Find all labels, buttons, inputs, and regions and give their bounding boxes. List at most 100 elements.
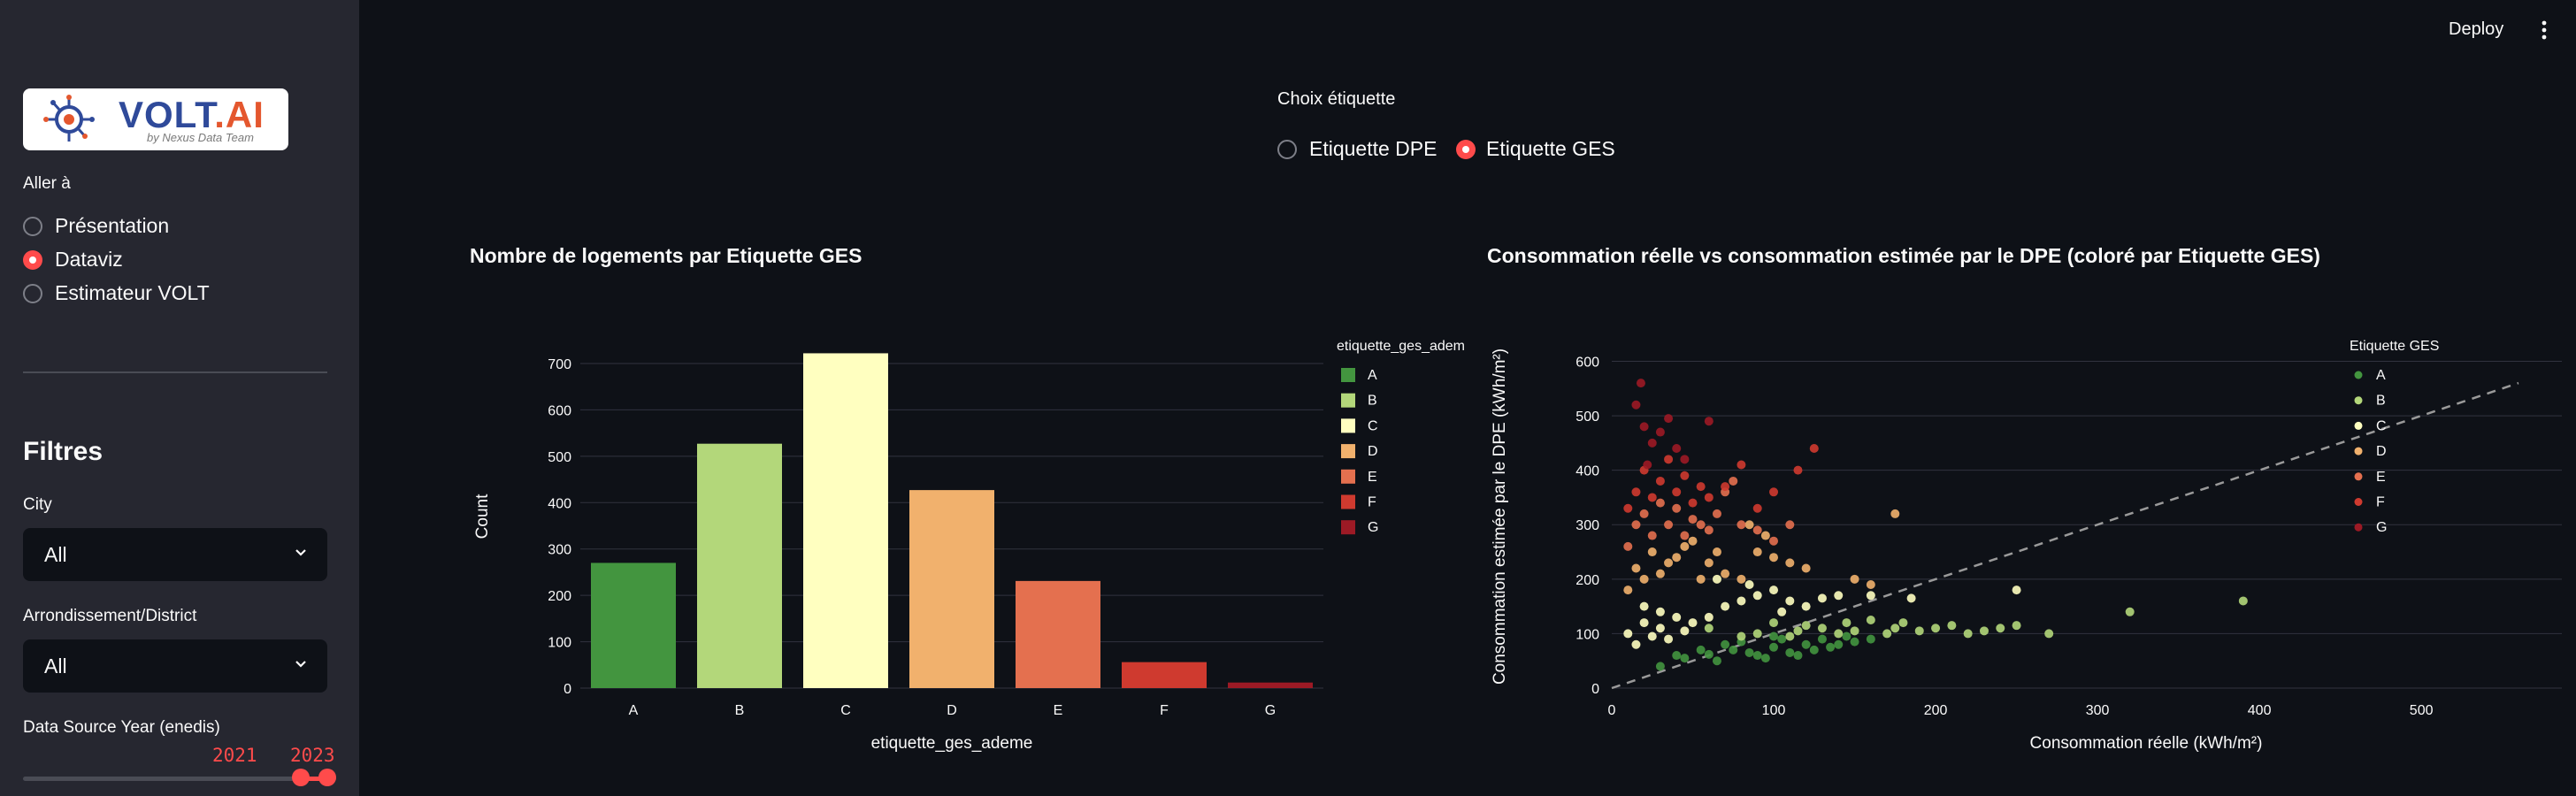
legend-swatch-E <box>1341 469 1355 484</box>
x-tick-label: 0 <box>1608 703 1616 718</box>
point-G <box>1639 422 1649 432</box>
point-E <box>1631 520 1641 530</box>
point-A <box>1704 649 1714 659</box>
point-B <box>2012 621 2021 631</box>
nav-radio-dataviz[interactable] <box>23 250 42 270</box>
nav-radio-presentation[interactable] <box>23 217 42 236</box>
point-D <box>1680 541 1690 551</box>
point-A <box>1826 642 1836 652</box>
y-axis-label: Consommation estimée par le DPE (kWh/m²) <box>1491 348 1509 685</box>
option-etiquette-ges[interactable]: Etiquette GES <box>1486 137 1615 160</box>
bar-F <box>1122 662 1207 688</box>
radio-etiquette-ges[interactable] <box>1456 140 1476 159</box>
point-D <box>1664 558 1674 568</box>
point-F <box>1769 487 1779 497</box>
point-D <box>1785 558 1795 568</box>
point-D <box>1866 579 1875 589</box>
bar-chart-title: Nombre de logements par Etiquette GES <box>470 244 862 267</box>
point-B <box>1817 624 1827 633</box>
point-F <box>1647 493 1657 502</box>
bar-D <box>909 490 994 688</box>
point-D <box>1760 531 1770 540</box>
point-E <box>1696 520 1706 530</box>
point-A <box>1655 662 1665 671</box>
y-tick-label: 300 <box>1576 518 1599 533</box>
legend-label-F: F <box>2376 495 2385 510</box>
point-D <box>1696 574 1706 584</box>
point-C <box>1680 626 1690 636</box>
point-D <box>1655 569 1665 578</box>
point-B <box>1898 618 1908 628</box>
y-tick-label: 0 <box>564 682 571 697</box>
point-A <box>1850 637 1859 647</box>
point-B <box>1793 626 1803 636</box>
legend-label-E: E <box>1368 470 1377 485</box>
deploy-button[interactable]: Deploy <box>2449 19 2504 39</box>
x-axis-label: etiquette_ges_ademe <box>871 734 1033 753</box>
nav-radio-estimateur[interactable] <box>23 284 42 303</box>
point-D <box>1631 563 1641 573</box>
y-tick-label: 600 <box>1576 355 1599 370</box>
point-G <box>1647 438 1657 448</box>
year-slider-track[interactable] <box>23 777 336 781</box>
logo-wordmark: VOLT.AI <box>119 94 264 135</box>
option-etiquette-dpe[interactable]: Etiquette DPE <box>1309 137 1438 160</box>
point-F <box>1672 487 1682 497</box>
point-B <box>1769 618 1779 628</box>
point-D <box>1688 536 1698 546</box>
point-A <box>1809 645 1819 654</box>
year-slider-max-handle[interactable] <box>318 769 336 786</box>
point-C <box>1664 634 1674 644</box>
city-select[interactable]: All <box>23 528 327 581</box>
point-F <box>1696 482 1706 492</box>
more-menu-icon[interactable] <box>2535 19 2553 41</box>
point-C <box>1752 591 1762 601</box>
nav-item-presentation[interactable]: Présentation <box>55 214 170 237</box>
reference-line <box>1611 381 2519 690</box>
point-F <box>1680 471 1690 480</box>
point-A <box>1817 634 1827 644</box>
point-E <box>1785 520 1795 530</box>
y-tick-label: 100 <box>548 636 571 651</box>
point-E <box>1647 531 1657 540</box>
point-F <box>1721 482 1730 492</box>
year-slider-min-value: 2021 <box>212 745 257 766</box>
filters-title: Filtres <box>23 437 104 466</box>
point-F <box>1623 503 1633 513</box>
point-B <box>1866 616 1875 625</box>
city-label: City <box>23 495 52 514</box>
y-tick-label: 100 <box>1576 627 1599 642</box>
point-B <box>1882 629 1892 639</box>
point-A <box>1842 631 1852 641</box>
radio-etiquette-dpe[interactable] <box>1277 140 1297 159</box>
point-A <box>1834 639 1844 649</box>
legend-label-G: G <box>1368 520 1378 535</box>
point-B <box>1850 626 1859 636</box>
point-C <box>1721 601 1730 611</box>
legend-swatch-F <box>1341 494 1355 509</box>
year-slider-min-handle[interactable] <box>292 769 310 786</box>
point-D <box>1744 520 1754 530</box>
point-G <box>1680 455 1690 464</box>
x-tick-label: C <box>840 703 851 718</box>
point-D <box>1850 574 1859 584</box>
nav-item-estimateur[interactable]: Estimateur VOLT <box>55 281 210 304</box>
point-E <box>1729 476 1738 486</box>
point-G <box>1664 414 1674 424</box>
point-C <box>1866 591 1875 601</box>
point-A <box>1866 634 1875 644</box>
nav-item-dataviz[interactable]: Dataviz <box>55 248 123 271</box>
logo-tagline: by Nexus Data Team <box>147 131 254 144</box>
point-D <box>1769 553 1779 563</box>
point-D <box>1721 569 1730 578</box>
point-C <box>1631 639 1641 649</box>
district-select[interactable]: All <box>23 639 327 693</box>
legend-marker-F <box>2354 498 2363 506</box>
x-tick-label: G <box>1265 703 1276 718</box>
point-F <box>1793 465 1803 475</box>
point-C <box>1906 593 1916 603</box>
label-choice-label: Choix étiquette <box>1277 89 1396 109</box>
point-D <box>1639 574 1649 584</box>
chevron-down-icon <box>295 661 306 668</box>
